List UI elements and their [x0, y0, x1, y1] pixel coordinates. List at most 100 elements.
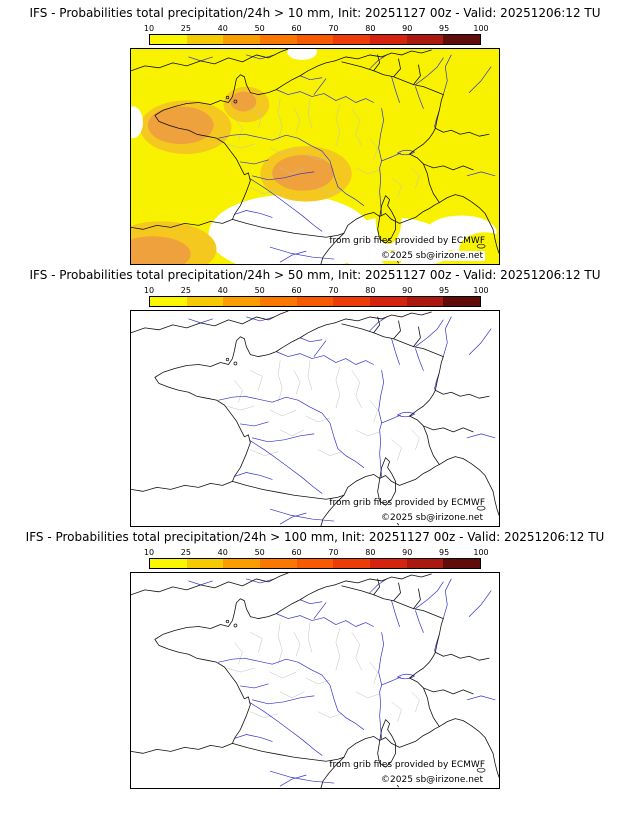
colorbar-segment [296, 297, 334, 306]
lake-geneva [396, 673, 416, 680]
colorbar-tick-label: 40 [217, 548, 228, 557]
copyright-text: ©2025 sb@irizone.net [379, 513, 485, 523]
colorbar-tick-label: 50 [254, 286, 265, 295]
colorbar-tick-label: 95 [439, 548, 450, 557]
colorbar-tick-label: 100 [473, 24, 489, 33]
probability-colorbar: 10 25 40 50 60 70 80 90 95 100 [144, 24, 489, 45]
colorbar-tick-label: 10 [143, 286, 155, 295]
colorbar-segment [260, 297, 297, 306]
panel-precip-gt-50mm: IFS - Probabilities total precipitation/… [0, 267, 630, 527]
coastlines [131, 311, 499, 526]
rivers [188, 316, 496, 525]
map-canvas [131, 311, 499, 526]
colorbar-tick-label: 10 [143, 24, 155, 33]
department-borders [226, 360, 420, 460]
colorbar-segment [443, 297, 481, 306]
colorbar-tick-label: 70 [328, 548, 339, 557]
colorbar-segment [406, 35, 444, 44]
probability-shading [131, 49, 499, 264]
colorbar-segment [443, 35, 481, 44]
colorbar-tick-label: 80 [365, 286, 376, 295]
colorbar-tick-label: 40 [217, 24, 228, 33]
colorbar-segment [296, 559, 334, 568]
colorbar-tick-label: 90 [402, 24, 413, 33]
colorbar-tick-label: 100 [473, 548, 489, 557]
colorbar-tick-label: 80 [365, 24, 376, 33]
panel-precip-gt-100mm: IFS - Probabilities total precipitation/… [0, 529, 630, 789]
channel-island [233, 99, 238, 104]
colorbar-tick-label: 70 [328, 24, 339, 33]
country-borders [232, 316, 490, 500]
lake-geneva [396, 411, 416, 418]
channel-island [233, 361, 238, 366]
colorbar-segment [260, 559, 297, 568]
attribution-text: from grib files provided by ECMWF [329, 498, 485, 508]
france-precip-map: from grib files provided by ECMWF ©2025 … [130, 572, 500, 789]
channel-island [225, 357, 230, 362]
colorbar-segment [223, 559, 261, 568]
country-borders [232, 578, 490, 762]
france-precip-map: from grib files provided by ECMWF ©2025 … [130, 48, 500, 265]
map-canvas [131, 573, 499, 788]
colorbar-tick-label: 95 [439, 24, 450, 33]
colorbar-segment [296, 35, 334, 44]
colorbar-tick-label: 60 [291, 24, 302, 33]
colorbar-segment [370, 297, 407, 306]
attribution-text: from grib files provided by ECMWF [329, 236, 485, 246]
country-borders [232, 54, 490, 238]
colorbar-segment [260, 35, 297, 44]
colorbar-tick-label: 70 [328, 286, 339, 295]
channel-island [225, 95, 230, 100]
colorbar-segment [406, 297, 444, 306]
lake-geneva [396, 149, 416, 156]
colorbar-segment [370, 559, 407, 568]
coastlines [131, 49, 499, 264]
copyright-text: ©2025 sb@irizone.net [379, 251, 485, 261]
colorbar-tick-label: 80 [365, 548, 376, 557]
rivers [188, 578, 496, 787]
colorbar-segment [186, 297, 224, 306]
channel-island [233, 623, 238, 628]
attribution-text: from grib files provided by ECMWF [329, 760, 485, 770]
colorbar-tick-label: 40 [217, 286, 228, 295]
panel-title: IFS - Probabilities total precipitation/… [29, 6, 601, 20]
colorbar-segment [333, 559, 371, 568]
colorbar-tick-label: 60 [291, 286, 302, 295]
copyright-text: ©2025 sb@irizone.net [379, 775, 485, 785]
panel-precip-gt-10mm: IFS - Probabilities total precipitation/… [0, 5, 630, 265]
colorbar-segment [186, 559, 224, 568]
colorbar-tick-label: 90 [402, 286, 413, 295]
colorbar-tick-label: 25 [180, 24, 191, 33]
panel-title: IFS - Probabilities total precipitation/… [25, 530, 605, 544]
colorbar-segment [186, 35, 224, 44]
colorbar-segment [223, 297, 261, 306]
colorbar-tick-label: 60 [291, 548, 302, 557]
colorbar-segment [150, 559, 187, 568]
colorbar-segment [150, 297, 187, 306]
elba-island [476, 505, 486, 511]
panel-title: IFS - Probabilities total precipitation/… [29, 268, 601, 282]
map-canvas [131, 49, 499, 264]
colorbar-tick-label: 95 [439, 286, 450, 295]
channel-island [225, 619, 230, 624]
colorbar-segment [150, 35, 187, 44]
colorbar-tick-label: 50 [254, 548, 265, 557]
department-borders [226, 622, 420, 722]
colorbar-tick-label: 50 [254, 24, 265, 33]
coastlines [131, 573, 499, 788]
colorbar-segment [406, 559, 444, 568]
colorbar-tick-label: 90 [402, 548, 413, 557]
colorbar-segment [333, 297, 371, 306]
colorbar-segment [333, 35, 371, 44]
colorbar-tick-label: 100 [473, 286, 489, 295]
colorbar-segment [370, 35, 407, 44]
colorbar-tick-label: 25 [180, 286, 191, 295]
france-precip-map: from grib files provided by ECMWF ©2025 … [130, 310, 500, 527]
department-borders [226, 98, 420, 198]
elba-island [476, 767, 486, 773]
elba-island [476, 243, 486, 249]
colorbar-segment [443, 559, 481, 568]
colorbar-tick-label: 10 [143, 548, 155, 557]
colorbar-tick-label: 25 [180, 548, 191, 557]
colorbar-segment [223, 35, 261, 44]
